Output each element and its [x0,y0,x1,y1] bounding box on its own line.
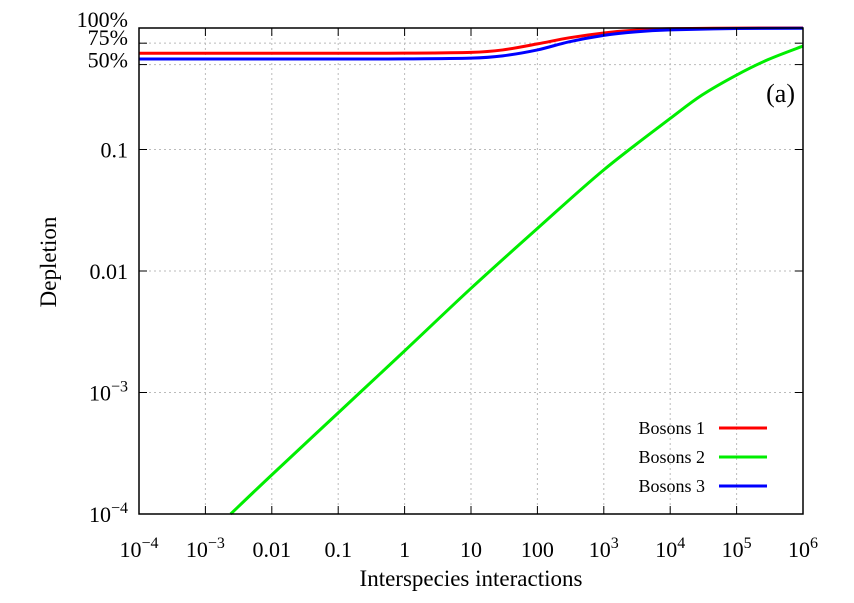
y-tick-label: 10−4 [89,500,128,527]
tick-base: 10 [119,537,141,562]
series-line-2 [229,44,804,516]
tick-base: 10 [722,537,744,562]
tick-exponent: 3 [611,535,619,552]
x-tick-label: 104 [655,535,685,562]
x-tick-label: 1 [399,537,410,562]
x-tick-label: 0.01 [253,537,292,562]
plot-frame [138,27,804,515]
y-tick-label: 0.01 [90,259,129,284]
x-tick-label: 0.1 [324,537,352,562]
tick-exponent: 5 [744,535,752,552]
legend-label-1: Bosons 1 [638,418,705,438]
x-tick-label: 10−4 [119,535,158,562]
series-line-3 [138,26,804,61]
tick-base: 10 [655,537,677,562]
y-axis-label: Depletion [36,216,61,307]
tick-marks [138,27,804,515]
tick-exponent: 4 [677,535,685,552]
x-tick-labels: 10−4 10−3 0.01 0.1 1 10 100 103 104 105 106 [119,535,818,562]
legend: Bosons 1 Bosons 2 Bosons 3 [638,418,767,496]
x-tick-label: 103 [589,535,619,562]
tick-base: 10 [788,537,810,562]
series-lines [138,26,804,516]
x-axis-label: Interspecies interactions [360,566,583,591]
tick-base: 10 [89,502,111,527]
y-tick-label: 100% [77,7,128,32]
x-tick-label: 105 [722,535,752,562]
tick-base: 10 [589,537,611,562]
grid [139,28,803,514]
tick-base: 10 [186,537,208,562]
x-tick-label: 100 [521,537,554,562]
legend-label-3: Bosons 3 [638,476,705,496]
y-tick-label: 50% [88,48,128,73]
tick-exponent: −4 [111,500,128,517]
y-tick-labels: 10−410−30.010.150%75%100% [77,7,128,527]
tick-base: 10 [89,381,111,406]
x-tick-label: 106 [788,535,818,562]
tick-exponent: −3 [111,379,128,396]
y-tick-label: 10−3 [89,379,128,406]
legend-label-2: Bosons 2 [638,447,705,467]
tick-exponent: −4 [141,535,158,552]
x-tick-label: 10−3 [186,535,225,562]
x-tick-label: 10 [460,537,482,562]
y-tick-label: 0.1 [101,138,129,163]
y-tick-label: 75% [88,25,128,50]
annotation-label: (a) [766,79,795,108]
tick-exponent: −3 [208,535,225,552]
tick-exponent: 6 [810,535,818,552]
